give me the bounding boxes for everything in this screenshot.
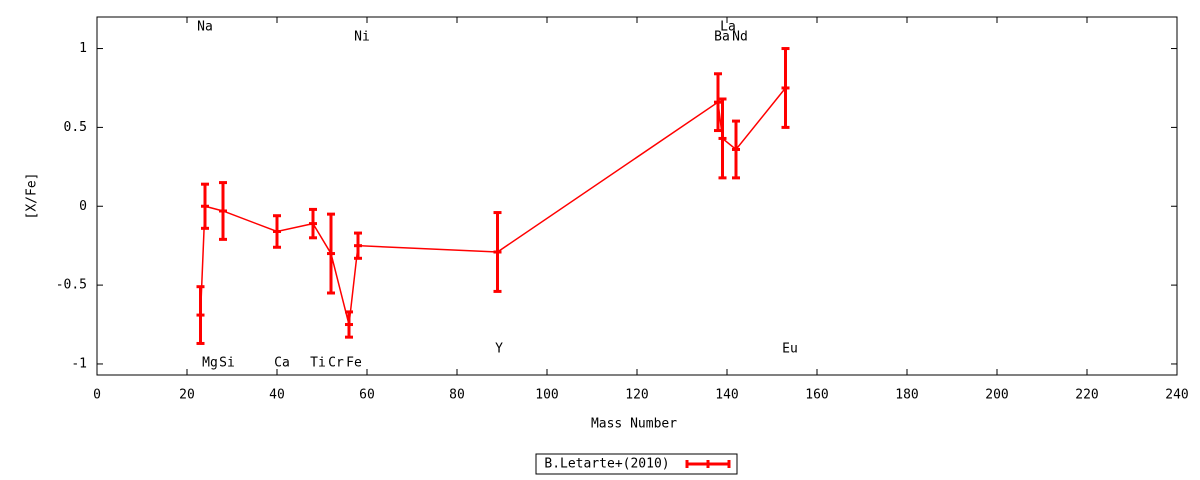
x-tick-label: 40 (269, 388, 285, 403)
element-label: Nd (732, 30, 748, 45)
element-label: Fe (346, 356, 362, 371)
element-label: Ti (310, 356, 326, 371)
element-label: Eu (782, 342, 798, 357)
x-tick-label: 80 (449, 388, 465, 403)
x-axis-label: Mass Number (591, 417, 677, 432)
error-bar (732, 119, 740, 180)
x-tick-label: 0 (93, 388, 101, 403)
x-tick-label: 220 (1075, 388, 1098, 403)
element-label: Ca (274, 356, 290, 371)
error-bar (201, 182, 209, 230)
element-label: Ni (354, 30, 370, 45)
x-tick-label: 240 (1165, 388, 1188, 403)
series-line (199, 87, 787, 325)
element-label: Ba (714, 30, 730, 45)
x-tick-label: 140 (715, 388, 738, 403)
y-tick-label: 1 (79, 41, 87, 56)
element-label: Na (197, 20, 213, 35)
error-bar (354, 231, 362, 260)
x-tick-label: 100 (535, 388, 558, 403)
error-bar (345, 310, 353, 339)
x-tick-label: 200 (985, 388, 1008, 403)
y-tick-label: -1 (71, 356, 87, 371)
error-bar (714, 72, 722, 133)
element-label: Y (495, 342, 503, 357)
y-tick-label: 0 (79, 199, 87, 214)
element-label: Si (219, 356, 235, 371)
legend-label: B.Letarte+(2010) (544, 457, 669, 472)
plot-frame (96, 16, 1178, 376)
error-bar (781, 47, 790, 129)
x-tick-label: 60 (359, 388, 375, 403)
element-label: Cr (328, 356, 344, 371)
x-tick-label: 180 (895, 388, 918, 403)
error-bar (273, 214, 281, 249)
legend-box (535, 453, 738, 475)
y-axis-label: [X/Fe] (25, 173, 40, 220)
error-bar (327, 212, 335, 295)
error-bar (309, 207, 317, 240)
x-tick-label: 160 (805, 388, 828, 403)
error-bar (196, 285, 205, 345)
element-label: La (720, 20, 736, 35)
y-tick-label: 0.5 (64, 120, 87, 135)
y-tick-label: -0.5 (56, 278, 87, 293)
error-bar (493, 211, 502, 293)
x-tick-label: 20 (179, 388, 195, 403)
error-bar (219, 181, 227, 241)
element-label: Mg (202, 356, 218, 371)
x-tick-label: 120 (625, 388, 648, 403)
error-bar (718, 97, 727, 180)
